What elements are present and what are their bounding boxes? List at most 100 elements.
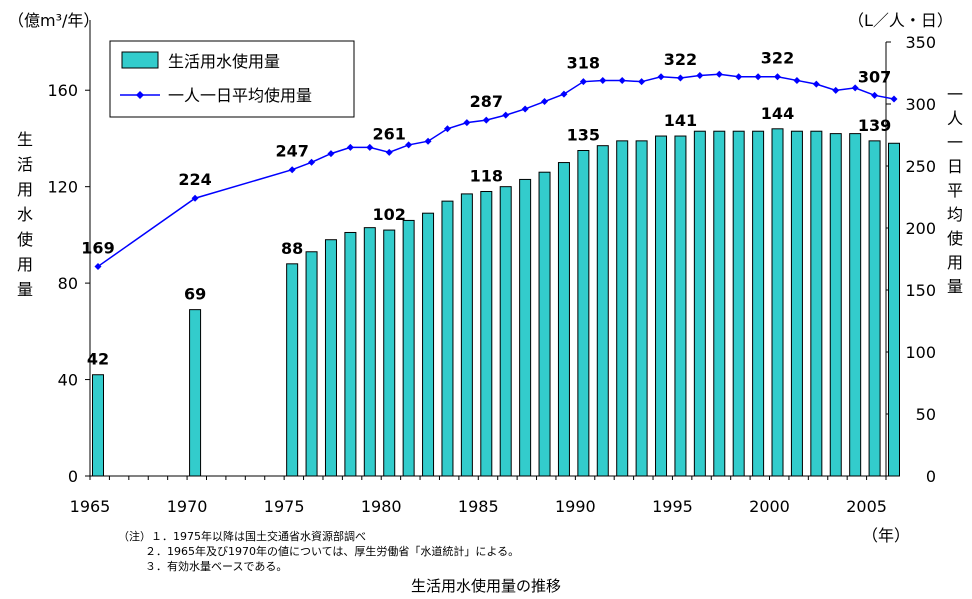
bar — [771, 128, 784, 477]
line-point — [832, 86, 840, 94]
line-point — [599, 76, 607, 84]
line-point — [676, 74, 684, 82]
left-tick-label: 120 — [47, 178, 78, 197]
line-point — [793, 76, 801, 84]
line-data-label: 318 — [567, 54, 600, 73]
line-point — [657, 73, 665, 81]
line-point — [288, 166, 296, 174]
left-axis-title-char: 活 — [17, 155, 33, 174]
right-axis-title-char: 一 — [947, 133, 963, 152]
line-data-label: 261 — [373, 124, 406, 143]
bar — [189, 309, 202, 477]
bar — [616, 140, 629, 477]
right-tick-label: 0 — [926, 467, 936, 486]
line-data-label: 169 — [81, 238, 114, 257]
bar — [849, 133, 862, 477]
bar — [674, 135, 687, 477]
line-point — [463, 119, 471, 127]
line-point — [618, 76, 626, 84]
line-point — [366, 143, 374, 151]
bar — [596, 145, 609, 477]
bar — [888, 142, 900, 477]
bar — [441, 200, 454, 477]
bar — [460, 193, 473, 477]
left-axis-title-char: 用 — [17, 255, 33, 274]
x-tick-label: 1995 — [652, 497, 693, 516]
line-point — [502, 111, 510, 119]
left-axis-title: 生活用水使用量 — [17, 130, 33, 299]
legend-line-label: 一人一日平均使用量 — [168, 86, 312, 105]
bar-data-label: 42 — [87, 350, 109, 369]
right-axis-title-char: 使 — [947, 229, 963, 248]
bar — [383, 229, 396, 477]
bar-data-label: 69 — [184, 285, 206, 304]
bar-data-label: 139 — [858, 116, 891, 135]
bar — [732, 130, 745, 477]
line-point — [424, 137, 432, 145]
series-line — [97, 73, 895, 268]
bar — [829, 133, 842, 477]
bar-data-label: 88 — [281, 239, 303, 258]
right-axis-title-char: 一 — [947, 85, 963, 104]
legend-bar-label: 生活用水使用量 — [168, 52, 280, 71]
right-tick-label: 100 — [905, 343, 936, 362]
bar-series — [92, 128, 900, 477]
bar-data-label: 141 — [664, 111, 697, 130]
line-data-label: 247 — [275, 142, 308, 161]
x-tick-label: 1965 — [70, 497, 111, 516]
bar — [519, 178, 532, 477]
line-point — [812, 80, 820, 88]
right-unit-label: （L／人・日） — [848, 11, 953, 30]
bar — [402, 219, 415, 477]
right-axis-title-char: 平 — [947, 181, 963, 200]
chart-caption: 生活用水使用量の推移 — [411, 577, 561, 595]
line-point — [579, 78, 587, 86]
bar-data-label: 135 — [567, 126, 600, 145]
line-point — [735, 73, 743, 81]
bar — [344, 231, 357, 477]
bar — [557, 162, 570, 477]
line-point — [754, 73, 762, 81]
bar — [752, 130, 765, 477]
bar — [286, 263, 299, 477]
right-axis-title-char: 日 — [947, 157, 963, 176]
x-tick-label: 1975 — [264, 497, 305, 516]
axes: 0 40 80 120 160 0 50 100 150 200 250 300 350 1965 1970… — [47, 20, 936, 516]
left-tick-label: 0 — [68, 467, 78, 486]
left-tick-label: 160 — [47, 81, 78, 100]
bar — [790, 130, 803, 477]
line-point — [871, 91, 879, 99]
line-point — [482, 116, 490, 124]
left-unit-label: （億m³/年） — [8, 11, 99, 30]
line-point — [890, 95, 898, 103]
x-unit-label: （年） — [862, 526, 910, 545]
x-tick-label: 2000 — [749, 497, 790, 516]
note-1: （注）１．1975年以降は国土交通省水資源部調べ — [118, 529, 366, 543]
legend-line-marker — [136, 91, 144, 99]
right-tick-label: 200 — [905, 219, 936, 238]
x-tick-label: 1970 — [167, 497, 208, 516]
x-tick-label: 1985 — [458, 497, 499, 516]
line-point — [405, 141, 413, 149]
line-point — [696, 71, 704, 79]
bar — [577, 150, 590, 477]
line-point — [443, 125, 451, 133]
line-point — [851, 84, 859, 92]
line-point — [560, 90, 568, 98]
data-labels: 42 69 88 102 118 135 141 144 139 169 224 247 261 287 3… — [81, 49, 891, 369]
left-tick-label: 80 — [58, 274, 78, 293]
bar — [538, 171, 551, 477]
right-tick-label: 150 — [905, 281, 936, 300]
right-axis-title-char: 人 — [947, 109, 963, 128]
line-point — [774, 73, 782, 81]
line-data-label: 322 — [664, 50, 697, 69]
left-axis-title-char: 用 — [17, 180, 33, 199]
line-point — [327, 150, 335, 158]
line-data-label: 224 — [178, 170, 211, 189]
bar-data-label: 102 — [373, 205, 406, 224]
x-tick-label: 1980 — [361, 497, 402, 516]
left-axis-title-char: 使 — [17, 230, 33, 249]
line-data-label: 287 — [470, 92, 503, 111]
line-point — [541, 98, 549, 106]
